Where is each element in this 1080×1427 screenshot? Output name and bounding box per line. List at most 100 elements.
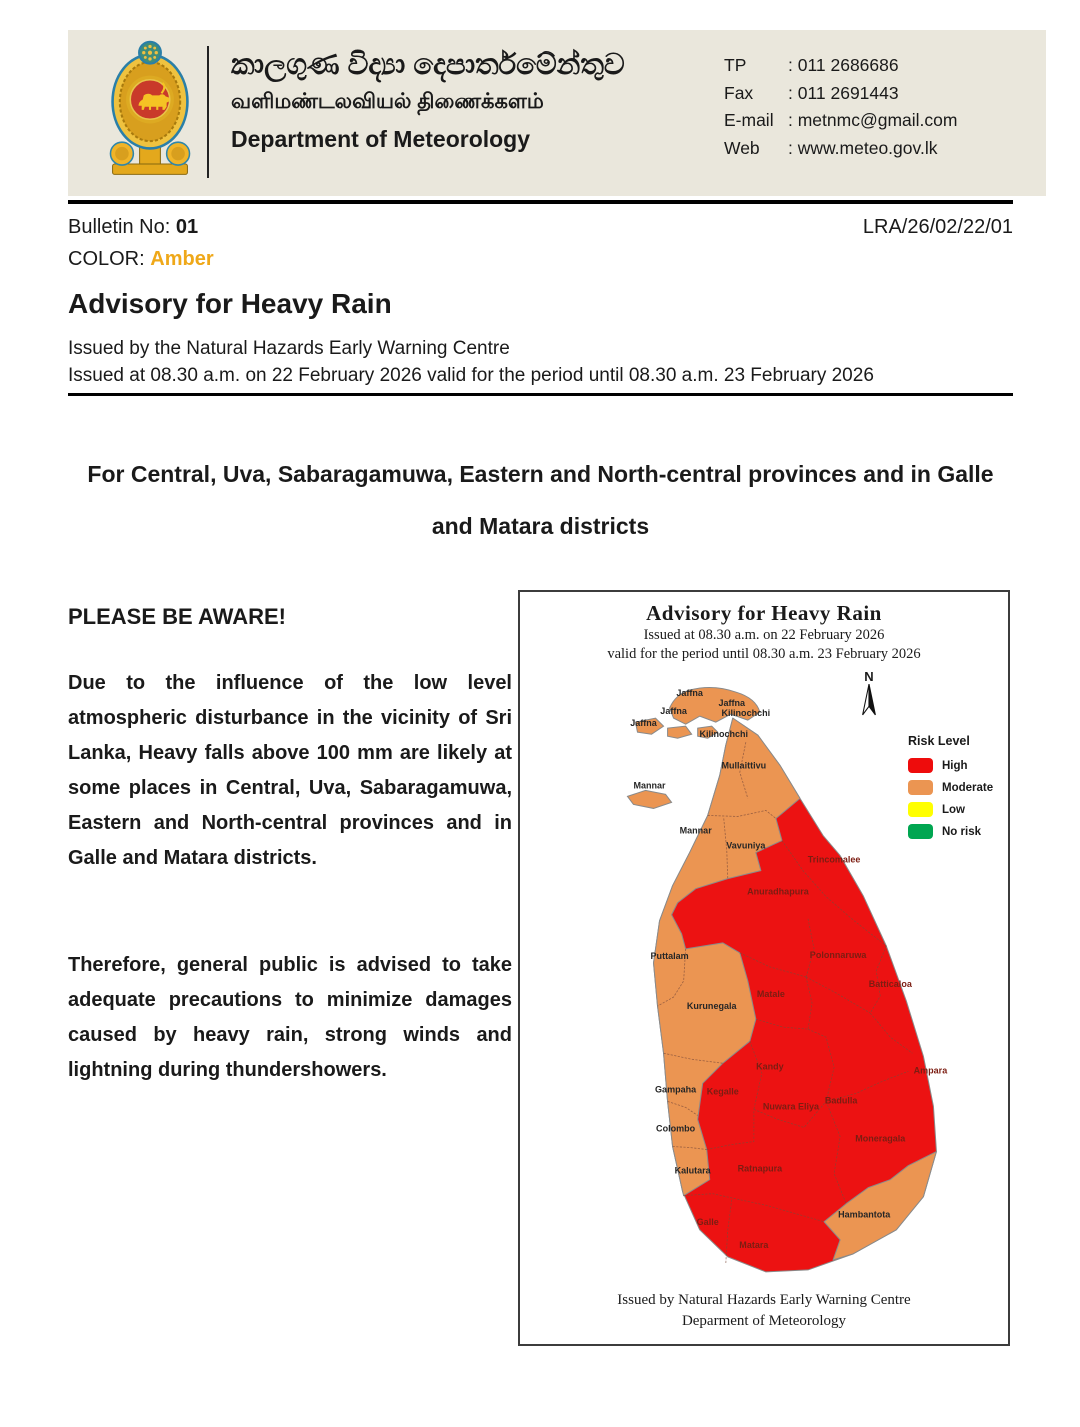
map-caption: Issued by Natural Hazards Early Warning … [520,1290,1008,1332]
district-label-puttalam: Puttalam [651,951,689,961]
header-rule [68,200,1013,204]
district-label-kilinochchi: Kilinochchi [699,729,748,739]
department-names: කාලගුණ විද්‍යා දෙපාර්තමේන්තුව வளிமண்டலவி… [231,44,625,153]
advisory-title: Advisory for Heavy Rain [68,288,392,319]
bulletin-reference: LRA/26/02/22/01 [862,216,1013,238]
district-label-trincomalee: Trincomalee [808,855,861,865]
district-label-matara: Matara [739,1240,769,1250]
district-boundaries [657,742,913,1264]
bulletin-no-label: Bulletin No: [68,216,176,238]
jaffna-island-1 [634,717,665,735]
district-labels: JaffnaJaffnaJaffnaJaffnaKilinochchiKilin… [630,688,948,1250]
legend-label: High [942,759,968,772]
color-label: COLOR: [68,248,151,270]
district-label-badulla: Badulla [825,1095,859,1105]
district-label-galle: Galle [697,1217,719,1227]
legend-label: No risk [942,825,981,838]
north-arrow-icon [862,683,876,716]
district-label-anuradhapura: Anuradhapura [747,887,810,897]
map-legend: Risk Level High Moderate Low No risk [908,734,993,846]
advisory-paragraph-1: Due to the influence of the low level at… [68,672,512,869]
legend-swatch-low [908,802,933,817]
district-label-batticaloa: Batticaloa [869,979,913,989]
district-label-matale: Matale [757,989,785,999]
legend-items: High Moderate Low No risk [908,758,993,839]
bulletin-number: Bulletin No: 01 [68,216,198,239]
map-subtitle-issued: Issued at 08.30 a.m. on 22 February 2026 [643,627,885,643]
legend-item: High [908,758,993,773]
district-label-moneragala: Moneragala [855,1134,906,1144]
district-label-mannar: Mannar [680,826,713,836]
advisory-paragraph-2: Therefore, general public is advised to … [68,954,512,1081]
legend-label: Low [942,803,965,816]
district-label-hambantota: Hambantota [838,1210,891,1220]
sri-lanka-risk-map: JaffnaJaffnaJaffnaJaffnaKilinochchiKilin… [626,687,948,1273]
bulletin-meta-row: Bulletin No: 01 LRA/26/02/22/01 [68,216,1013,239]
contact-label: Web [724,137,760,158]
advisory-validity: Issued at 08.30 a.m. on 22 February 2026… [68,365,874,386]
district-label-nuwara-eliya: Nuwara Eliya [763,1101,820,1111]
section-rule [68,393,1013,396]
district-label-jaffna: Jaffna [660,706,688,716]
color-value: Amber [150,248,214,270]
north-arrow-label: N [864,669,874,684]
contact-row: Web : www.meteo.gov.lk [724,135,957,163]
legend-label: Moderate [942,781,994,794]
map-subtitle-valid: valid for the period until 08.30 a.m. 23… [607,646,921,662]
district-label-ampara: Ampara [914,1065,949,1075]
contact-info-block: TP : 011 2686686 Fax : 011 2691443 E-mail : m… [724,52,957,162]
district-label-jaffna: Jaffna [676,688,704,698]
contact-value: : metnmc@gmail.com [788,110,958,130]
district-label-kegalle: Kegalle [707,1086,739,1096]
department-name-sinhala: කාලගුණ විද්‍යා දෙපාර්තමේන්තුව [231,49,625,81]
contact-label: Fax [724,82,754,103]
sri-lanka-national-emblem-logo [109,40,191,175]
department-name-tamil: வளிமண்டலவியல் திணைக்களம் [231,90,544,113]
letterhead: කාලගුණ විද්‍යා දෙපාර්තමේන්තුව வளிமண்டலவி… [68,30,1046,196]
map-caption-line2: Deparment of Meteorology [681,1313,847,1329]
district-label-kandy: Kandy [756,1061,784,1071]
district-label-gampaha: Gampaha [655,1084,697,1094]
department-name-english: Department of Meteorology [231,126,531,152]
lion-icon [138,93,170,110]
district-label-mannar: Mannar [633,780,666,790]
map-title: Advisory for Heavy Rain [646,601,882,625]
map-caption-line1: Issued by Natural Hazards Early Warning … [617,1292,911,1308]
north-arrow: N [854,670,884,722]
district-label-mullaittivu: Mullaittivu [722,760,767,770]
district-label-polonnaruwa: Polonnaruwa [810,950,868,960]
advisory-map-panel: Advisory for Heavy Rain Issued at 08.30 … [518,590,1010,1346]
contact-row: TP : 011 2686686 [724,52,957,80]
letterhead-divider [207,46,209,178]
aware-heading: PLEASE BE AWARE! [68,604,286,629]
bulletin-no-value: 01 [175,216,199,238]
contact-label: TP [724,55,747,75]
legend-swatch-moderate [908,780,933,795]
contact-value: : 011 2691443 [788,82,899,103]
bulletin-color-row: COLOR: Amber [68,248,214,271]
moderate-risk-north-west-region [653,717,801,1197]
jaffna-island-3 [697,725,719,739]
district-label-kurunegala: Kurunegala [687,1001,738,1011]
district-label-kalutara: Kalutara [675,1166,712,1176]
district-label-jaffna: Jaffna [630,718,658,728]
legend-item: Low [908,802,993,817]
district-label-jaffna: Jaffna [719,698,747,708]
contact-label: E-mail [724,110,774,130]
contact-value: : 011 2686686 [788,55,899,75]
jaffna-island-2 [667,725,693,739]
moderate-risk-hambantota-region [823,1151,937,1261]
district-label-ratnapura: Ratnapura [738,1164,784,1174]
contact-value: : www.meteo.gov.lk [788,137,938,158]
contact-row: Fax : 011 2691443 [724,80,957,108]
region-heading: For Central, Uva, Sabaragamuwa, Eastern … [87,461,994,539]
jaffna-peninsula [669,687,761,725]
mannar-island [626,789,673,809]
district-label-colombo: Colombo [656,1123,696,1133]
legend-title: Risk Level [908,734,970,748]
district-label-kilinochchi: Kilinochchi [722,708,771,718]
district-label-vavuniya: Vavuniya [726,841,766,851]
advisory-issued-by: Issued by the Natural Hazards Early Warn… [68,338,510,359]
legend-item: No risk [908,824,993,839]
